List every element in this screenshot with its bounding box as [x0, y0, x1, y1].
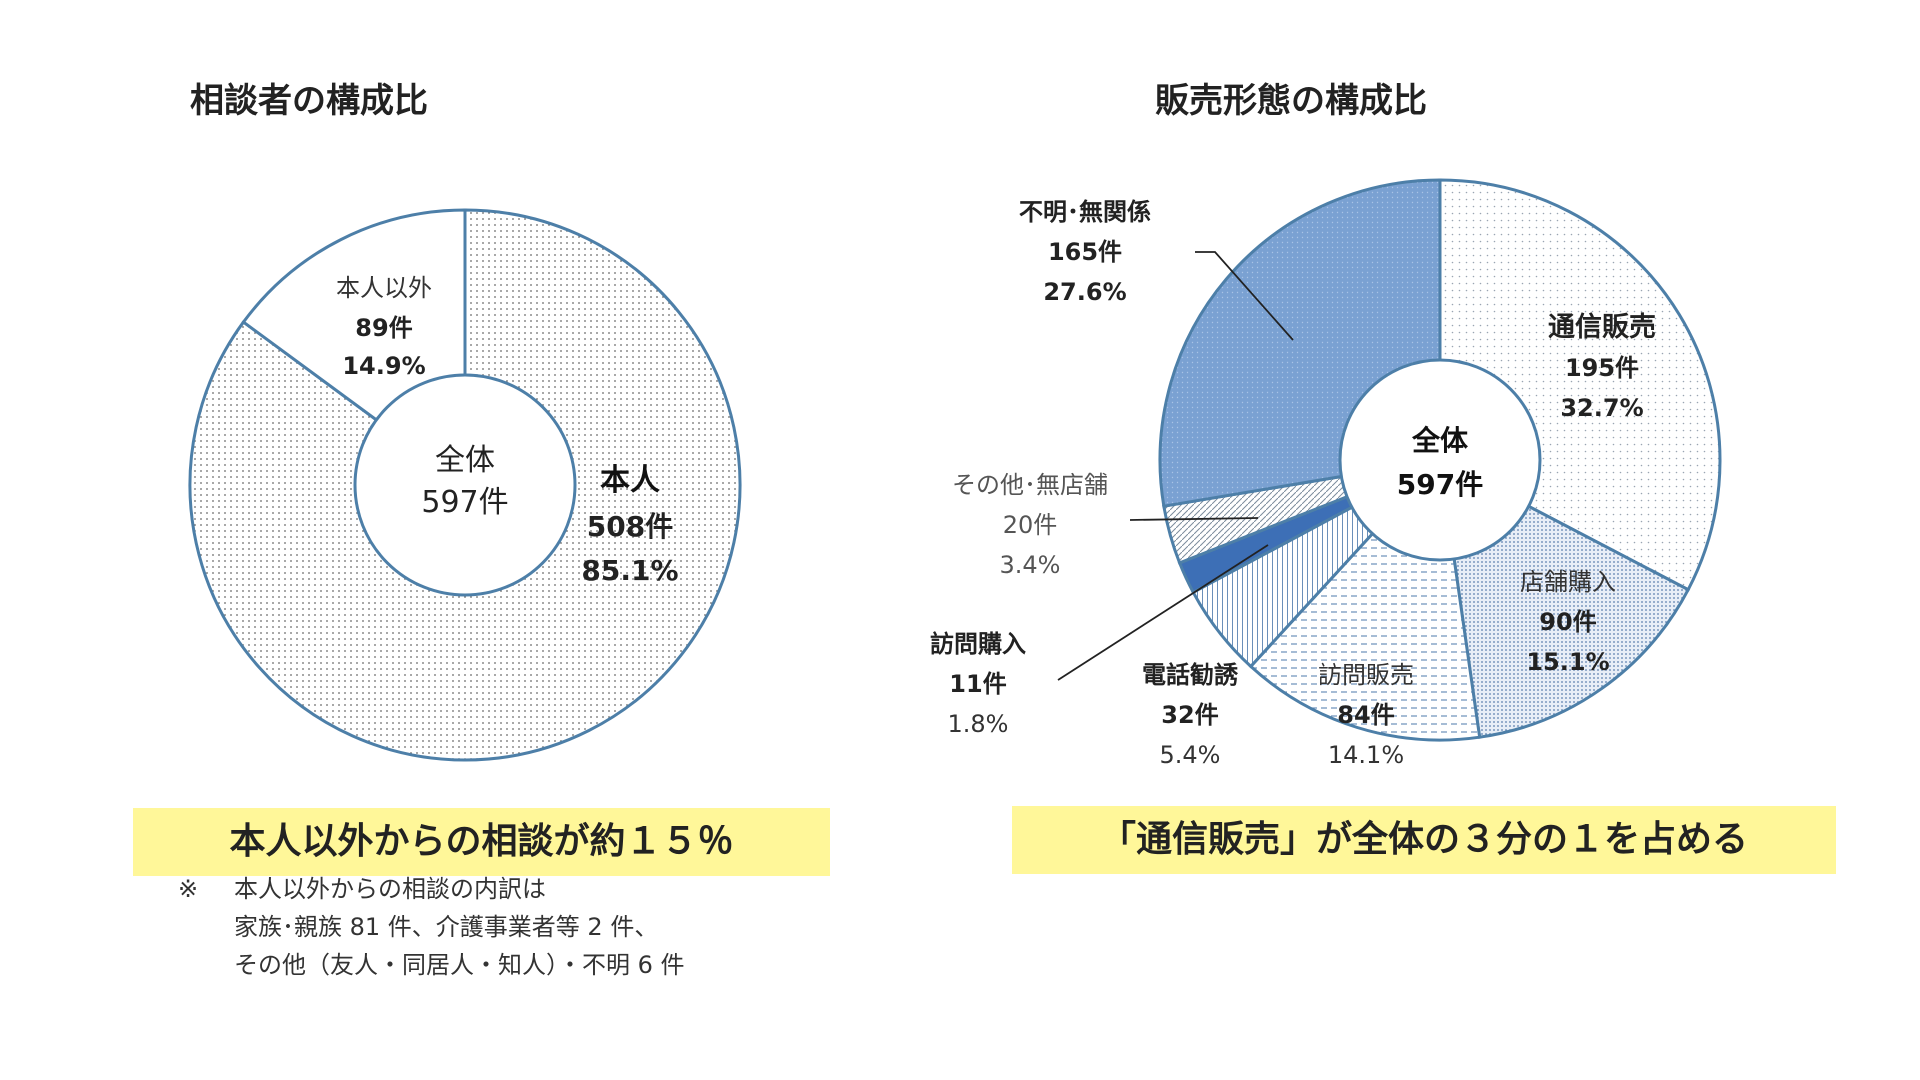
- footnote-line-2: 家族･親族 81 件、介護事業者等 2 件、: [234, 913, 659, 941]
- slice-percent-door: 14.1%: [1328, 741, 1404, 769]
- slice-percent-visit-purchase: 1.8%: [948, 710, 1009, 738]
- slice-label-store: 店舗購入: [1520, 568, 1616, 596]
- footnote-line-3: その他（友人・同居人・知人）・不明 6 件: [234, 951, 685, 979]
- center-label-left: 全体: [435, 443, 495, 478]
- banner-left: 本人以外からの相談が約１５％: [133, 808, 830, 876]
- slice-count-unknown: 165件: [1048, 238, 1122, 266]
- center-total-left: 597件: [421, 485, 508, 520]
- footnote: ※ 本人以外からの相談の内訳は 家族･親族 81 件、介護事業者等 2 件、 その…: [178, 870, 685, 984]
- slice-percent-other-store: 3.4%: [1000, 551, 1061, 579]
- chart-title-right: 販売形態の構成比: [1155, 81, 1427, 121]
- footnote-line-1: 本人以外からの相談の内訳は: [234, 875, 546, 903]
- banner-right: 「通信販売」が全体の３分の１を占める: [1012, 806, 1836, 874]
- center-label-right: 全体: [1411, 424, 1469, 457]
- slice-label-visit-purchase: 訪問購入: [930, 630, 1026, 658]
- slice-count-self: 508件: [587, 510, 673, 543]
- slice-count-store: 90件: [1539, 608, 1596, 636]
- slice-percent-mail: 32.7%: [1560, 394, 1643, 422]
- slice-percent-unknown: 27.6%: [1043, 278, 1126, 306]
- slice-percent-store: 15.1%: [1526, 648, 1609, 676]
- slice-label-door: 訪問販売: [1318, 661, 1414, 689]
- slice-percent-self: 85.1%: [581, 554, 678, 587]
- chart-title-left: 相談者の構成比: [190, 81, 428, 121]
- slice-label-unknown: 不明･無関係: [1019, 198, 1151, 226]
- chart-right: 販売形態の構成比 全体 597件 通信販売 195件 32.7% 店舗購入 90…: [930, 81, 1722, 769]
- footnote-mark: ※: [178, 875, 199, 903]
- slice-count-phone: 32件: [1161, 701, 1218, 729]
- center-total-right: 597件: [1397, 468, 1483, 501]
- center-hole-right: [1338, 358, 1542, 562]
- slice-label-self: 本人: [600, 463, 660, 498]
- slice-label-other-store: その他･無店舗: [952, 471, 1108, 499]
- leader-line-unknown: [1195, 251, 1294, 341]
- slice-percent-phone: 5.4%: [1160, 741, 1221, 769]
- center-hole-left: [353, 373, 577, 597]
- leader-line-other-store: [1129, 517, 1259, 521]
- slice-count-visit-purchase: 11件: [949, 670, 1006, 698]
- slice-count-mail: 195件: [1565, 354, 1639, 382]
- slice-count-other-store: 20件: [1003, 511, 1058, 539]
- slice-count-other: 89件: [355, 314, 412, 342]
- slice-label-mail: 通信販売: [1548, 312, 1656, 343]
- leader-line-visit-purchase: [1057, 544, 1269, 681]
- slice-count-door: 84件: [1337, 701, 1394, 729]
- slice-label-phone: 電話勧誘: [1142, 661, 1239, 689]
- slice-percent-other: 14.9%: [342, 352, 425, 380]
- slice-label-other: 本人以外: [336, 274, 432, 302]
- chart-left: 相談者の構成比 全体 597件 本人以外 89件 14.9% 本人 508件 8…: [188, 81, 742, 762]
